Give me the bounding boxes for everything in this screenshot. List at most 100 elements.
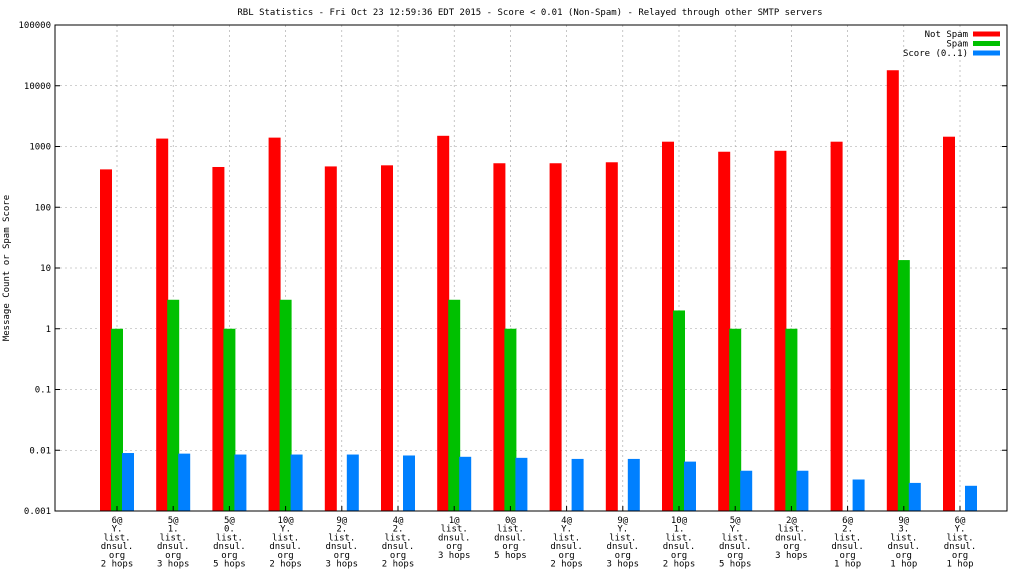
bar-score-0-1 [965, 485, 977, 511]
x-tick-label-line: org [839, 551, 855, 561]
x-tick-label-line: 2 hops [101, 560, 134, 570]
x-tick-label-line: 1 hop [834, 560, 861, 570]
x-tick-label: 10@ 1. list. dnsul. org 2 hops [663, 516, 696, 570]
x-tick-label: 5@ Y. list. dnsul. org 5 hops [719, 516, 752, 570]
bar-score-0-1 [178, 453, 191, 511]
bar-not-spam [212, 166, 225, 511]
x-tick-label: 10@ Y. list. dnsul. org 2 hops [269, 516, 302, 570]
x-tick-label-line: 3. [898, 525, 909, 535]
x-tick-label-line: list. [665, 533, 692, 543]
x-tick-label-line: dnsul. [438, 533, 471, 543]
bar-score-0-1 [684, 461, 696, 511]
x-tick-label-line: list. [441, 525, 468, 535]
bar-spam [729, 328, 742, 511]
bar-not-spam [324, 166, 337, 512]
x-tick-label-line: 5@ [168, 516, 179, 526]
x-tick-label-line: 2 hops [663, 560, 696, 570]
x-tick-label-line: Y. [561, 525, 572, 535]
x-tick-label-line: org [109, 551, 125, 561]
bar-not-spam [774, 150, 787, 512]
x-tick-label-line: dnsul. [550, 542, 583, 552]
x-tick-label-line: list. [384, 533, 411, 543]
x-tick-label-line: dnsul. [831, 542, 864, 552]
bar-not-spam [381, 165, 393, 511]
bar-score-0-1 [515, 457, 528, 511]
x-tick-label: 5@ 1. list. dnsul. org 3 hops [157, 516, 190, 570]
x-tick-label-line: dnsul. [269, 542, 302, 552]
x-tick-label-line: Y. [112, 525, 123, 535]
x-tick-label-line: 4@ [561, 516, 572, 526]
x-tick-label-line: 9@ [336, 516, 347, 526]
y-tick-label: 0.01 [29, 446, 51, 456]
x-tick-label-line: 6@ [112, 516, 123, 526]
gridlines [55, 24, 1007, 512]
bar-spam [897, 260, 910, 511]
x-tick-label-line: list. [103, 533, 130, 543]
x-tick-label-line: 0@ [505, 516, 516, 526]
x-tick-label: 1@ list. dnsul. org 3 hops [438, 516, 471, 561]
x-tick-label-line: list. [272, 533, 299, 543]
x-tick-label-line: org [502, 542, 518, 552]
x-tick-label: 0@ list. dnsul. org 5 hops [494, 516, 527, 561]
x-tick-label-line: list. [890, 533, 917, 543]
x-tick-label-line: list. [553, 533, 580, 543]
bar-score-0-1 [852, 479, 865, 511]
bar-score-0-1 [122, 453, 134, 511]
bar-score-0-1 [740, 470, 753, 511]
x-tick-label-line: org [446, 542, 462, 552]
x-tick-label-line: 1. [168, 525, 179, 535]
x-tick-label-line: 2. [842, 525, 853, 535]
x-tick-label-line: Y. [617, 525, 628, 535]
bar-score-0-1 [627, 458, 640, 511]
y-tick-label: 1000 [29, 143, 51, 153]
bar-score-0-1 [290, 454, 303, 511]
x-tick-label: 9@ Y. list. dnsul. org 3 hops [607, 516, 640, 570]
x-tick-label-line: 5 hops [719, 560, 752, 570]
x-tick-label-line: dnsul. [382, 542, 415, 552]
bars [100, 70, 977, 512]
x-tick-label-line: org [671, 551, 687, 561]
y-tick-label: 10 [40, 264, 51, 274]
x-tick-label-line: dnsul. [944, 542, 977, 552]
y-axis-ticks: 0.001 0.01 0.1 1 10 100 1000 10000 100000 [18, 21, 1007, 517]
x-tick-label-line: list. [216, 533, 243, 543]
x-tick-label-line: 3 hops [438, 551, 471, 561]
x-tick-label-line: dnsul. [494, 533, 527, 543]
bar-score-0-1 [908, 482, 921, 511]
x-tick-label-line: 5 hops [213, 560, 246, 570]
x-tick-label-line: 9@ [898, 516, 909, 526]
x-tick-label-line: dnsul. [775, 533, 808, 543]
x-tick-label-line: dnsul. [719, 542, 752, 552]
x-tick-label: 5@ 0. list. dnsul. org 5 hops [213, 516, 246, 570]
bar-spam [785, 328, 798, 511]
x-tick-label-line: Y. [730, 525, 741, 535]
bar-not-spam [549, 163, 562, 511]
x-tick-label-line: org [165, 551, 181, 561]
x-tick-label: 6@ 2. list. dnsul. org 1 hop [831, 516, 864, 570]
bar-score-0-1 [403, 455, 415, 511]
x-tick-label-line: list. [609, 533, 636, 543]
x-tick-label-line: org [615, 551, 631, 561]
x-tick-label-line: org [783, 542, 799, 552]
x-tick-label-line: list. [722, 533, 749, 543]
x-tick-label-line: dnsul. [663, 542, 696, 552]
x-tick-label-line: 10@ [277, 516, 294, 526]
x-tick-label-line: 5@ [224, 516, 235, 526]
bar-spam [448, 299, 461, 511]
bar-score-0-1 [796, 470, 809, 511]
x-tick-label-line: list. [778, 525, 805, 535]
x-tick-label: 9@ 2. list. dnsul. org 3 hops [326, 516, 359, 570]
x-tick-label-line: 5@ [730, 516, 741, 526]
y-tick-label: 10000 [24, 82, 51, 92]
x-tick-label-line: 1 hop [946, 560, 973, 570]
bar-not-spam [268, 137, 281, 511]
x-tick-label-line: org [727, 551, 743, 561]
legend-swatch [973, 50, 1000, 56]
x-tick-label-line: dnsul. [157, 542, 190, 552]
x-tick-label: 4@ Y. list. dnsul. org 2 hops [550, 516, 583, 570]
x-tick-label: 6@ Y. list. dnsul. org 1 hop [944, 516, 977, 570]
bar-not-spam [100, 169, 112, 511]
x-tick-label-line: 2. [393, 525, 404, 535]
x-tick-label-line: 5 hops [494, 551, 527, 561]
